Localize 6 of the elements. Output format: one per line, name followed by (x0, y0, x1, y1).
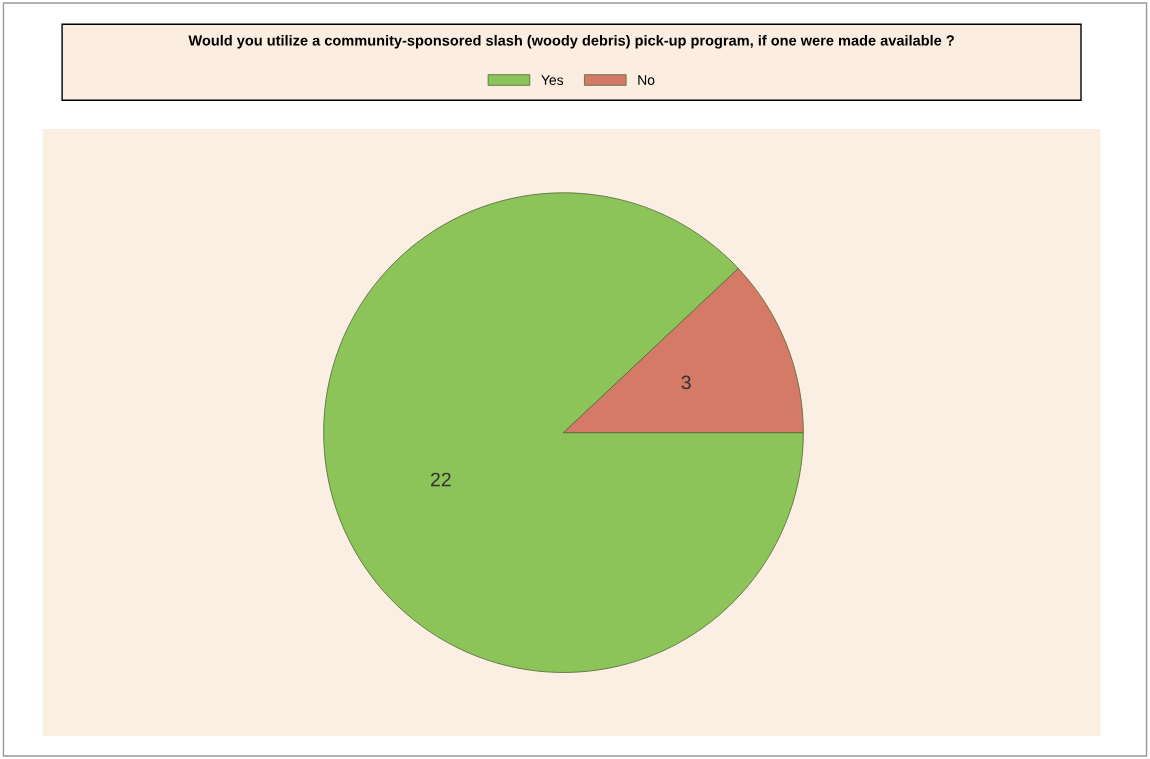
legend-label: Yes (541, 75, 564, 85)
chart-title: Would you utilize a community-sponsored slash (woody debris) pick-up program, if one were made available ? (188, 34, 954, 49)
pie-slice (323, 192, 804, 673)
data-label: 22 (431, 472, 451, 487)
data-label: 3 (681, 375, 691, 390)
legend-label: No (638, 75, 655, 85)
